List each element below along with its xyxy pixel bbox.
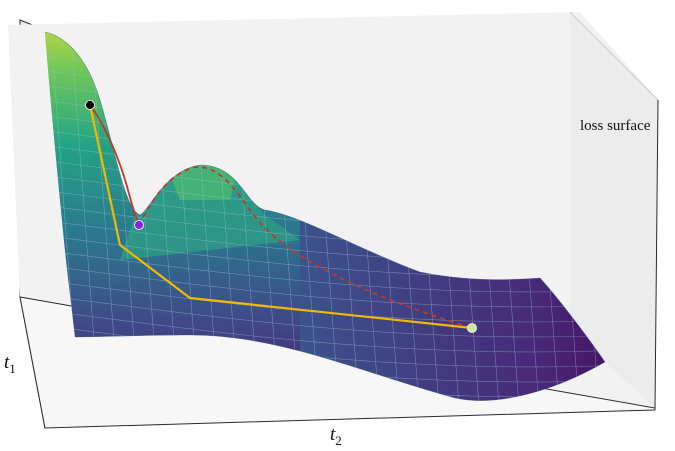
mesh-line — [45, 309, 605, 353]
t1-sub: 1 — [9, 360, 16, 376]
mesh-line — [45, 264, 605, 308]
red-dashed-path — [138, 166, 473, 329]
mesh-line — [45, 294, 605, 338]
t2-axis-label: t2 — [330, 424, 342, 449]
t2-var: t — [330, 424, 336, 445]
start-point — [85, 100, 95, 110]
intermediate-point — [134, 220, 144, 230]
red-solid-path — [89, 104, 140, 226]
yellow-path — [88, 104, 473, 330]
t2-sub: 2 — [335, 432, 342, 448]
right-edge — [654, 99, 659, 409]
back-wall — [570, 12, 658, 408]
back-edge-top — [569, 11, 659, 101]
end-point — [467, 323, 477, 333]
loss-surface-label: loss surface — [580, 118, 651, 134]
t1-var: t — [4, 352, 10, 373]
t1-axis-label: t1 — [4, 352, 16, 377]
mesh-line — [45, 249, 605, 293]
